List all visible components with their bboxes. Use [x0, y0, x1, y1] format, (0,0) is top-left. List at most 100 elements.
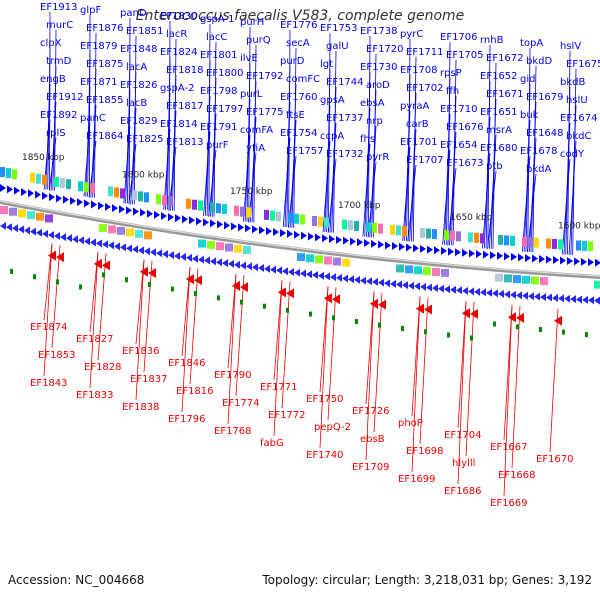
inner-arrow — [0, 222, 6, 230]
inner-arrow — [6, 223, 12, 232]
feature-tick — [470, 335, 473, 341]
reverse-label: EF1833 — [76, 390, 114, 401]
forward-arrow — [560, 256, 566, 265]
inner-arrow — [432, 284, 438, 293]
gene-block — [444, 230, 449, 241]
feature-tick — [585, 332, 588, 338]
inner-arrow — [18, 225, 24, 234]
forward-arrow — [532, 254, 538, 263]
gene-block — [474, 232, 479, 243]
inner-arrow — [66, 234, 72, 243]
gene-block — [498, 234, 503, 245]
forward-arrow — [546, 255, 552, 264]
reverse-connector — [273, 280, 283, 381]
inner-arrow — [588, 296, 594, 305]
gene-block — [432, 229, 437, 240]
forward-label: yfiA — [246, 143, 265, 154]
inner-arrow — [384, 279, 390, 288]
reverse-block — [9, 207, 17, 216]
gene-block — [312, 215, 317, 226]
inner-arrow — [312, 270, 318, 279]
forward-label: pyraA — [400, 101, 430, 112]
inner-arrow — [156, 249, 162, 258]
gene-block — [264, 209, 269, 220]
gene-block — [372, 222, 377, 233]
gene-block — [84, 182, 89, 193]
reverse-arrow — [102, 260, 110, 271]
forward-label: EF1875 — [86, 59, 124, 70]
backbone-ring — [0, 200, 600, 279]
forward-label: EF1876 — [86, 23, 124, 34]
gene-block — [66, 179, 71, 190]
forward-label: bkdC — [566, 131, 591, 142]
reverse-arrow — [508, 312, 516, 323]
reverse-block — [225, 243, 233, 252]
gene-block — [468, 232, 473, 243]
forward-label: secA — [286, 38, 310, 49]
forward-label: EF1817 — [166, 101, 204, 112]
reverse-label: EF1836 — [122, 346, 160, 357]
gene-block — [120, 188, 125, 199]
forward-connector — [49, 11, 51, 190]
inner-arrow — [240, 261, 246, 270]
inner-arrow — [360, 276, 366, 285]
gene-block — [366, 222, 371, 233]
forward-label: EF1797 — [206, 104, 244, 115]
reverse-block — [396, 264, 404, 273]
forward-connector — [369, 125, 377, 238]
forward-label: EF1800 — [206, 68, 244, 79]
forward-label: EF1738 — [360, 26, 398, 37]
forward-arrow — [392, 242, 398, 251]
reverse-block — [432, 268, 440, 277]
map-title: Enterococcus faecalis V583, complete gen… — [135, 8, 465, 24]
forward-label: EF1674 — [560, 113, 598, 124]
forward-label: lacC — [206, 32, 227, 43]
forward-connector — [362, 143, 371, 237]
forward-arrow — [105, 202, 111, 211]
reverse-connector — [43, 243, 53, 377]
reverse-connector — [549, 308, 559, 453]
forward-connector — [282, 137, 291, 227]
forward-label: ftsE — [286, 110, 305, 121]
reverse-label: EF1768 — [214, 426, 252, 437]
gene-block — [504, 235, 509, 246]
forward-arrow — [238, 223, 244, 232]
gene-block — [144, 192, 149, 203]
forward-arrow — [553, 256, 559, 265]
forward-label: murC — [46, 20, 73, 31]
forward-label: panD — [120, 8, 147, 19]
gene-block — [318, 216, 323, 227]
inner-arrow — [138, 246, 144, 255]
reverse-block — [117, 226, 125, 235]
forward-label: ffh — [446, 86, 459, 97]
gene-block — [390, 224, 395, 235]
inner-arrow — [522, 291, 528, 300]
gene-block — [588, 241, 593, 252]
reverse-arrow — [470, 308, 478, 319]
inner-arrow — [426, 283, 432, 292]
forward-arrow — [56, 194, 62, 203]
forward-connector — [488, 134, 497, 249]
forward-label: EF1648 — [526, 128, 564, 139]
gene-block — [300, 214, 305, 225]
forward-connector — [284, 101, 291, 227]
inner-arrow — [540, 293, 546, 302]
inner-arrow — [168, 251, 174, 260]
forward-connector — [48, 137, 57, 191]
forward-arrow — [287, 229, 293, 238]
inner-arrow — [582, 295, 588, 304]
reverse-block — [540, 277, 548, 286]
reverse-block — [513, 275, 521, 284]
forward-arrow — [133, 207, 139, 216]
forward-label: panC — [80, 113, 106, 124]
forward-connector — [204, 95, 211, 216]
reverse-connector — [411, 296, 421, 473]
inner-arrow — [318, 271, 324, 280]
inner-arrow — [528, 292, 534, 301]
forward-label: EF1754 — [280, 128, 318, 139]
forward-connector — [130, 107, 137, 205]
inner-arrow — [108, 241, 114, 250]
reverse-connector — [327, 287, 337, 421]
reverse-connector — [135, 259, 145, 345]
forward-arrow — [350, 237, 356, 246]
